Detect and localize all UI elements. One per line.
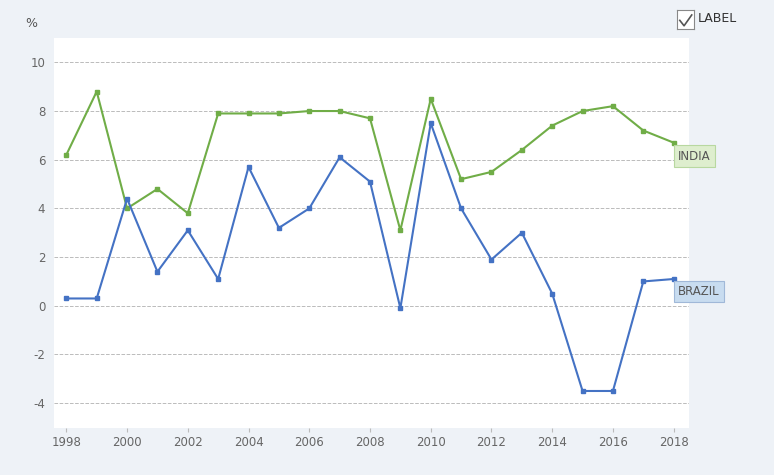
Text: LABEL: LABEL [698, 12, 738, 26]
Text: BRAZIL: BRAZIL [678, 285, 720, 298]
Text: INDIA: INDIA [678, 150, 711, 162]
Text: %: % [26, 17, 38, 30]
